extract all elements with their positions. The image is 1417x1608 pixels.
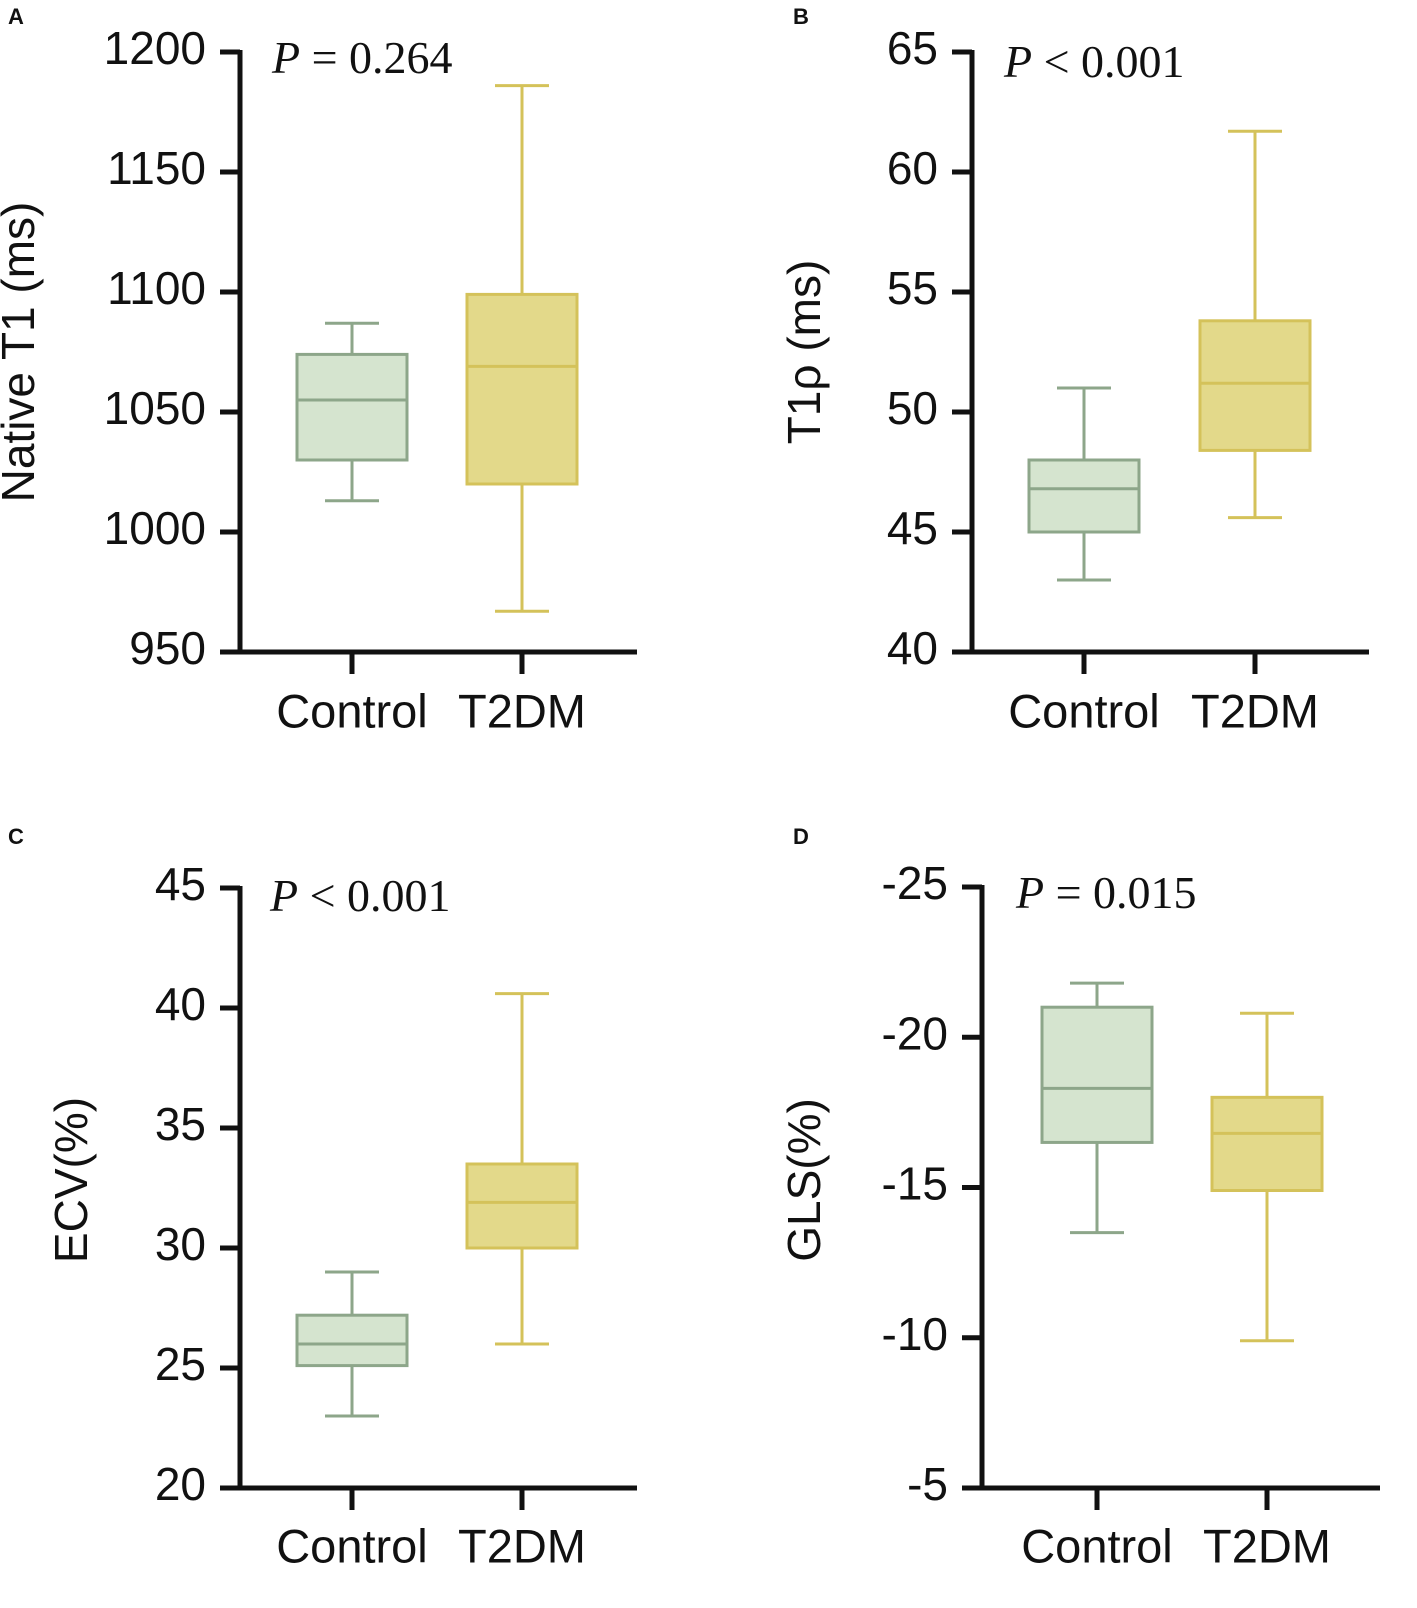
x-tick-label: T2DM xyxy=(458,1519,586,1572)
y-axis-label: ECV(%) xyxy=(45,1097,97,1263)
panel-label: B xyxy=(793,4,809,29)
y-tick-label: -25 xyxy=(882,857,948,909)
panel-label: C xyxy=(8,824,24,849)
y-tick-label: 1100 xyxy=(107,262,206,314)
annotation-italic: P xyxy=(1003,36,1032,87)
y-tick-label: 1200 xyxy=(104,22,206,74)
box xyxy=(1040,1005,1154,1144)
annotation: P = 0.264 xyxy=(271,32,453,83)
y-tick-label: 45 xyxy=(155,858,206,910)
y-tick-label: 40 xyxy=(887,622,938,674)
y-tick-label: 65 xyxy=(887,22,938,74)
x-tick-label: T2DM xyxy=(1203,1519,1331,1572)
x-tick-label: T2DM xyxy=(1191,684,1319,737)
box xyxy=(1198,319,1312,452)
box xyxy=(1027,458,1141,534)
x-tick-label: Control xyxy=(1021,1519,1173,1572)
x-tick-label: T2DM xyxy=(458,684,586,737)
annotation-italic: P xyxy=(1015,867,1044,918)
box xyxy=(465,1162,579,1250)
annotation-rest: < 0.001 xyxy=(298,870,450,921)
y-tick-label: 1150 xyxy=(107,142,206,194)
box xyxy=(1210,1095,1324,1193)
annotation-rest: = 0.015 xyxy=(1044,867,1196,918)
box xyxy=(295,1313,409,1368)
y-axis-label: Native T1 (ms) xyxy=(0,202,44,503)
y-tick-label: 30 xyxy=(155,1218,206,1270)
y-tick-label: 55 xyxy=(887,262,938,314)
annotation: P < 0.001 xyxy=(269,870,451,921)
y-tick-label: 45 xyxy=(887,502,938,554)
y-tick-label: 25 xyxy=(155,1338,206,1390)
y-tick-label: 60 xyxy=(887,142,938,194)
y-tick-label: 20 xyxy=(155,1458,206,1510)
y-tick-label: 35 xyxy=(155,1098,206,1150)
annotation: P < 0.001 xyxy=(1003,36,1185,87)
panel-label: A xyxy=(8,4,24,29)
y-tick-label: -15 xyxy=(882,1158,948,1210)
box xyxy=(295,352,409,462)
y-axis-label: T1ρ (ms) xyxy=(778,260,830,445)
x-tick-label: Control xyxy=(276,1519,428,1572)
panel-label: D xyxy=(793,824,809,849)
y-axis-label: GLS(%) xyxy=(778,1098,830,1262)
annotation: P = 0.015 xyxy=(1015,867,1197,918)
y-tick-label: 50 xyxy=(887,382,938,434)
y-tick-label: 950 xyxy=(129,622,206,674)
y-tick-label: 40 xyxy=(155,978,206,1030)
y-tick-label: 1000 xyxy=(104,502,206,554)
x-tick-label: Control xyxy=(1008,684,1160,737)
annotation-rest: = 0.264 xyxy=(300,32,452,83)
y-tick-label: -10 xyxy=(882,1308,948,1360)
annotation-rest: < 0.001 xyxy=(1032,36,1184,87)
annotation-italic: P xyxy=(269,870,298,921)
y-tick-label: -20 xyxy=(882,1007,948,1059)
y-tick-label: -5 xyxy=(907,1458,948,1510)
y-tick-label: 1050 xyxy=(104,382,206,434)
x-tick-label: Control xyxy=(276,684,428,737)
annotation-italic: P xyxy=(271,32,300,83)
box xyxy=(465,292,579,486)
